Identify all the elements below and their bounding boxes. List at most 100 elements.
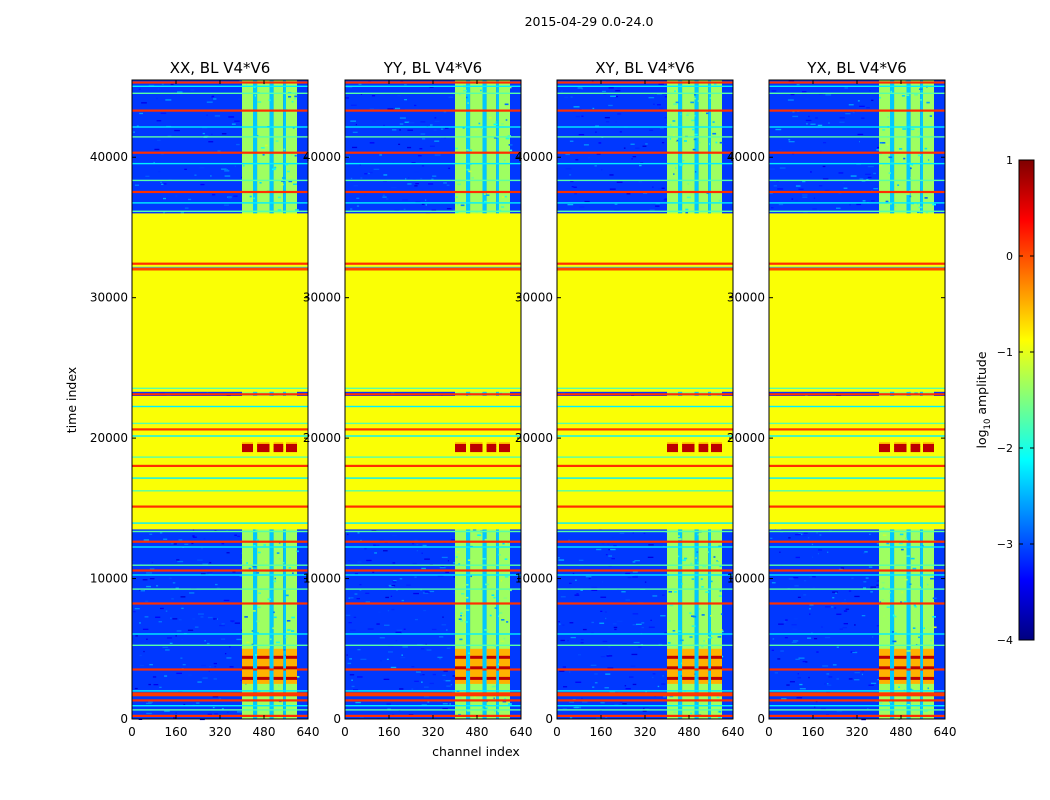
rfi-peak <box>894 666 907 670</box>
heatmap-pixel <box>457 203 459 206</box>
heatmap-pixel <box>206 391 209 394</box>
heatmap-pixel <box>610 95 616 97</box>
heatmap-pixel <box>795 658 800 660</box>
heatmap-pixel <box>505 137 510 140</box>
time-stripe <box>769 190 945 194</box>
heatmap-pixel <box>455 556 458 558</box>
heatmap-pixel <box>843 623 848 625</box>
heatmap-pixel <box>569 717 573 719</box>
time-stripe <box>769 387 945 389</box>
heatmap-pixel <box>249 195 252 198</box>
time-stripe <box>132 85 308 87</box>
heatmap-pixel <box>294 634 297 637</box>
heatmap-pixel <box>192 536 197 538</box>
time-stripe <box>769 428 945 431</box>
heatmap-pixel <box>788 80 795 82</box>
heatmap-pixel <box>500 167 503 170</box>
heatmap-pixel <box>391 608 395 611</box>
time-stripe <box>557 422 733 425</box>
heatmap-pixel <box>207 572 213 574</box>
x-tick-label: 320 <box>634 725 657 739</box>
heatmap-pixel <box>275 140 279 142</box>
time-stripe <box>769 210 945 212</box>
heatmap-pixel <box>631 158 633 160</box>
heatmap-pixel <box>143 539 149 541</box>
time-stripe <box>132 387 308 389</box>
heatmap-pixel <box>164 675 168 677</box>
rfi-peak <box>923 449 934 453</box>
time-stripe <box>345 540 521 543</box>
heatmap-pixel <box>819 534 822 536</box>
heatmap-pixel <box>568 539 570 541</box>
heatmap-pixel <box>775 128 782 131</box>
heatmap-pixel <box>581 624 586 626</box>
colorbar-tick-label: −1 <box>997 346 1013 359</box>
rfi-peak <box>486 446 497 450</box>
heatmap-pixel <box>498 615 500 617</box>
heatmap-pixel <box>288 180 293 183</box>
heatmap-pixel <box>609 174 614 176</box>
heatmap-pixel <box>590 664 597 666</box>
heatmap-pixel <box>617 620 623 622</box>
time-stripe <box>557 393 733 396</box>
heatmap-pixel <box>899 533 904 536</box>
heatmap-pixel <box>682 159 685 162</box>
heatmap-pixel <box>231 123 236 125</box>
time-stripe <box>132 179 308 182</box>
heatmap-pixel <box>675 167 677 169</box>
heatmap-pixel <box>622 703 627 705</box>
heatmap-pixel <box>868 566 873 568</box>
heatmap-pixel <box>221 133 227 135</box>
heatmap-pixel <box>383 678 390 680</box>
heatmap-pixel <box>149 533 153 535</box>
heatmap-pixel <box>702 565 707 568</box>
heatmap-pixel <box>627 576 632 579</box>
x-tick-label: 160 <box>165 725 188 739</box>
rfi-peak <box>499 446 510 450</box>
heatmap-pixel <box>888 597 891 599</box>
heatmap-pixel <box>416 670 423 672</box>
heatmap-pixel <box>196 589 202 591</box>
heatmap-pixel <box>450 684 453 686</box>
time-stripe <box>132 588 308 590</box>
heatmap-pixel <box>721 630 724 633</box>
time-stripe <box>769 540 945 543</box>
time-stripe <box>132 428 308 431</box>
heatmap-pixel <box>643 192 648 194</box>
heatmap-pixel <box>214 530 217 532</box>
heatmap-pixel <box>288 96 292 98</box>
rfi-peak <box>273 666 284 670</box>
heatmap-pixel <box>832 664 837 666</box>
time-stripes <box>769 81 945 717</box>
heatmap-pixel <box>349 658 352 660</box>
heatmap-pixel <box>357 532 360 534</box>
heatmap-pixel <box>686 112 691 115</box>
heatmap-pixel <box>836 710 843 713</box>
heatmap-pixel <box>259 182 262 184</box>
heatmap-pixel <box>440 566 445 568</box>
heatmap-pixel <box>658 188 664 190</box>
heatmap-pixel <box>441 624 447 626</box>
time-stripe <box>769 92 945 94</box>
heatmap-pixel <box>484 629 488 631</box>
heatmap-pixel <box>770 537 773 539</box>
heatmap-pixel <box>631 394 635 397</box>
heatmap-pixel <box>716 696 720 699</box>
heatmap-pixel <box>614 209 620 211</box>
heatmap-pixel <box>183 703 186 706</box>
time-stripe <box>132 569 308 572</box>
heatmap-pixel <box>163 183 167 185</box>
time-stripe <box>769 522 945 524</box>
heatmap-pixel <box>882 534 887 536</box>
time-stripe <box>557 522 733 524</box>
heatmap-pixel <box>649 129 654 131</box>
heatmap-pixel <box>795 534 801 536</box>
heatmap-pixel <box>619 701 623 703</box>
heatmap-pixel <box>913 604 916 607</box>
heatmap-pixel <box>607 543 610 545</box>
rfi-peak <box>698 449 709 453</box>
heatmap-pixel <box>591 589 598 591</box>
x-tick-label: 320 <box>846 725 869 739</box>
heatmap-pixel <box>360 658 367 660</box>
heatmap-pixel <box>852 111 855 114</box>
